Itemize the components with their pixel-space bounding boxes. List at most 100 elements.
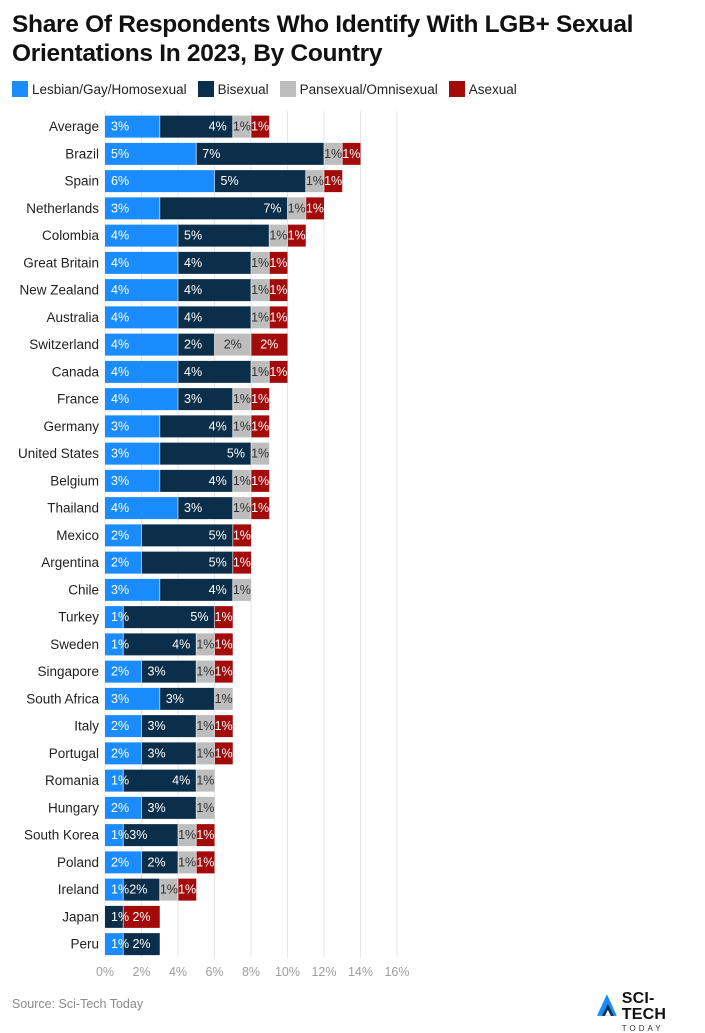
data-label: 2% <box>111 855 129 869</box>
data-label: 6% <box>111 174 129 188</box>
category-label: Sweden <box>50 637 99 652</box>
data-label: 3% <box>111 201 129 215</box>
bar-segment <box>214 170 306 193</box>
bar-segment <box>105 824 124 847</box>
data-label: 2% <box>111 665 129 679</box>
bar-segment <box>251 115 270 138</box>
bar-segment <box>214 333 251 356</box>
legend-item-bisexual[interactable]: Bisexual <box>197 81 269 97</box>
data-label: 3% <box>184 392 202 406</box>
bar-segment <box>159 442 251 465</box>
bar-segment <box>105 633 124 656</box>
bar-segment <box>269 279 288 302</box>
data-label: 1% <box>269 229 287 243</box>
data-label: 2% <box>132 910 150 924</box>
data-label: 4% <box>111 501 129 515</box>
chart-title: Share Of Respondents Who Identify With L… <box>12 11 634 67</box>
bar-segment <box>105 388 178 411</box>
bar-segment <box>196 715 215 738</box>
data-label: 2% <box>111 719 129 733</box>
bar-segment <box>232 524 251 547</box>
data-label: 2% <box>111 556 129 570</box>
data-label: 1% <box>288 229 306 243</box>
category-label: South Korea <box>24 828 100 843</box>
bar-segment <box>105 415 160 438</box>
bar-segment <box>123 633 197 656</box>
data-label: 3% <box>111 692 129 706</box>
data-label: 3% <box>111 419 129 433</box>
bar-segment <box>269 360 288 383</box>
category-label: Italy <box>74 719 99 734</box>
data-label: 4% <box>172 637 190 651</box>
data-label: 3% <box>129 828 147 842</box>
bar-segment <box>178 279 251 302</box>
data-label: 1% <box>178 828 196 842</box>
data-label: 1% <box>251 419 269 433</box>
data-label: 4% <box>184 365 202 379</box>
bar-segment <box>214 606 233 629</box>
bar-segment <box>105 796 142 819</box>
bar-segment <box>123 933 160 956</box>
legend-item-pansexual[interactable]: Pansexual/Omnisexual <box>279 81 438 97</box>
data-label: 1% <box>233 583 251 597</box>
legend-item-asexual[interactable]: Asexual <box>448 81 517 97</box>
source-note: Source: Sci-Tech Today <box>12 997 144 1011</box>
legend-swatch-asexual <box>448 81 465 97</box>
bar-segment <box>232 551 251 574</box>
bar-segment <box>105 442 160 465</box>
data-label: 1% <box>233 501 251 515</box>
data-label: 1% <box>215 610 233 624</box>
bar-segment <box>105 224 178 247</box>
x-tick-label: 2% <box>132 965 150 979</box>
legend-label-pansexual: Pansexual/Omnisexual <box>299 81 438 97</box>
category-label: Average <box>49 119 99 134</box>
legend-label-lesbian-gay: Lesbian/Gay/Homosexual <box>32 81 187 97</box>
x-tick-label: 10% <box>275 965 300 979</box>
data-label: 4% <box>111 310 129 324</box>
data-label: 5% <box>227 447 245 461</box>
legend-label-asexual: Asexual <box>468 81 517 97</box>
bar-segment <box>159 687 215 710</box>
data-label: 1% <box>196 665 214 679</box>
data-label: 2% <box>129 883 147 897</box>
bar-segment <box>141 524 233 547</box>
category-label: Turkey <box>58 610 99 625</box>
bar-segment <box>105 251 178 274</box>
bar-segment <box>196 142 324 165</box>
data-label: 1% <box>111 637 129 651</box>
bar-segment <box>123 606 215 629</box>
category-label: Great Britain <box>23 255 99 270</box>
data-label: 3% <box>111 120 129 134</box>
bar-segment <box>324 142 343 165</box>
data-label: 3% <box>111 583 129 597</box>
data-label: 4% <box>184 310 202 324</box>
bar-segment <box>251 415 270 438</box>
data-label: 1% <box>269 365 287 379</box>
x-tick-label: 0% <box>96 965 114 979</box>
bar-segment <box>287 197 306 220</box>
data-label: 4% <box>172 774 190 788</box>
category-label: Ireland <box>58 882 99 897</box>
bar-segment <box>105 742 142 765</box>
bar-segment <box>214 742 233 765</box>
legend-item-lesbian-gay[interactable]: Lesbian/Gay/Homosexual <box>12 81 187 97</box>
data-label: 1% <box>215 719 233 733</box>
bar-segment <box>251 333 288 356</box>
x-tick-label: 8% <box>242 965 260 979</box>
category-label: Singapore <box>37 664 99 679</box>
bar-segment <box>232 497 251 520</box>
data-label: 1% <box>306 201 324 215</box>
bar-segment <box>141 551 233 574</box>
bar-segment <box>178 251 251 274</box>
category-label: Peru <box>70 937 99 952</box>
bar-segment <box>105 606 124 629</box>
data-label: 2% <box>111 528 129 542</box>
data-label: 3% <box>148 719 166 733</box>
bar-segment <box>105 170 215 193</box>
data-label: 1% <box>196 855 214 869</box>
bar-segment <box>105 660 142 683</box>
bar-segment <box>123 878 160 901</box>
category-label: Portugal <box>49 746 99 761</box>
data-label: 1% <box>233 474 251 488</box>
bar-segment <box>251 279 270 302</box>
